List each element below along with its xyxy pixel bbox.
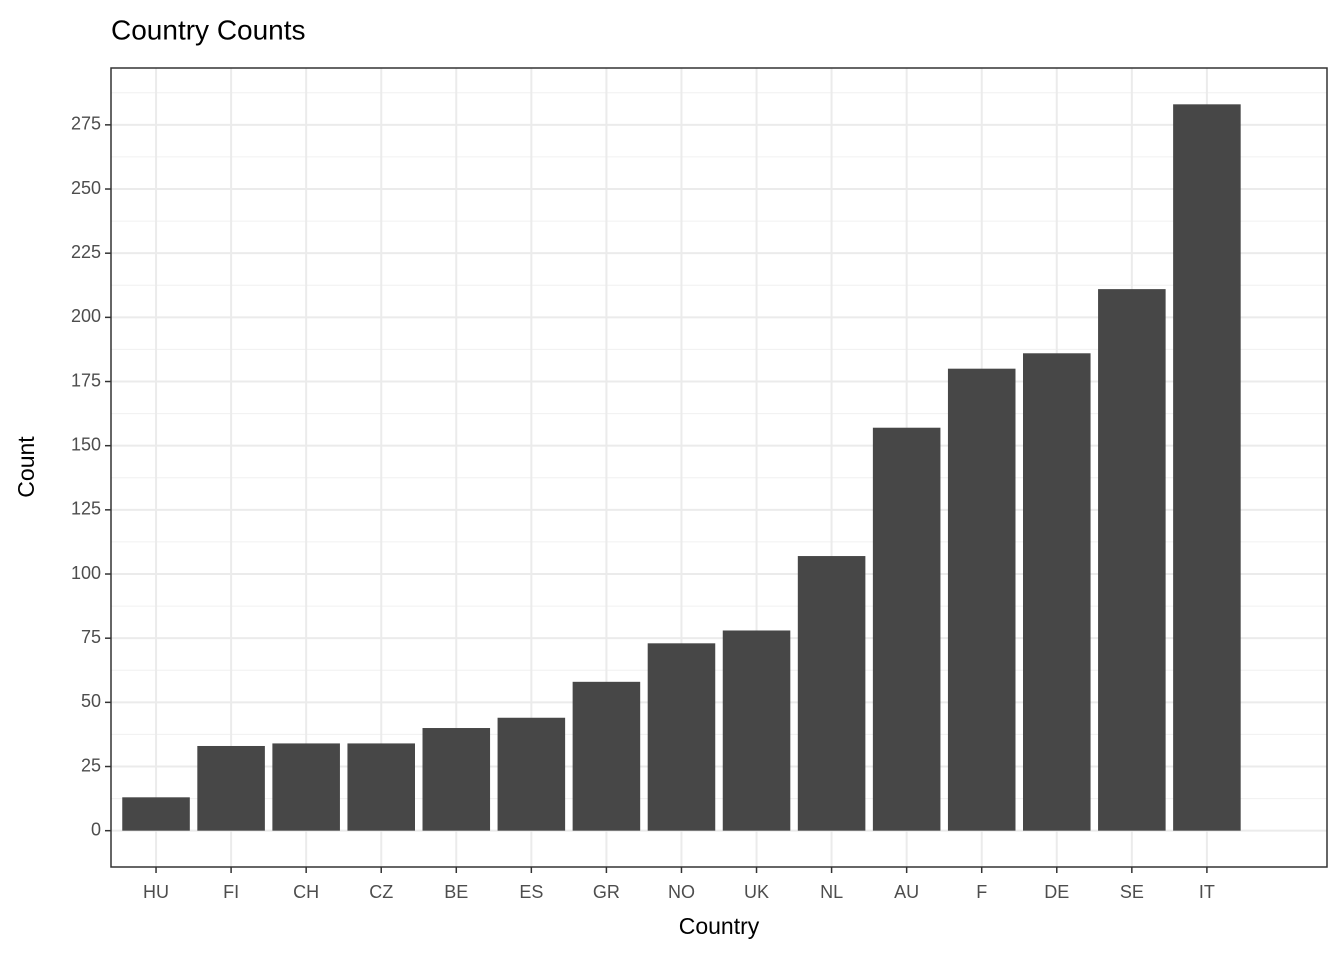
x-tick-label: FI	[223, 882, 239, 902]
y-tick-label: 100	[71, 563, 101, 583]
bar	[947, 368, 1016, 831]
y-tick-label: 0	[91, 819, 101, 839]
chart-title: Country Counts	[111, 14, 306, 45]
x-tick-label: SE	[1120, 882, 1144, 902]
x-axis-title: Country	[679, 913, 760, 939]
x-tick-label: NO	[668, 882, 695, 902]
y-tick-label: 25	[81, 755, 101, 775]
bar	[272, 743, 340, 831]
bar	[197, 745, 265, 831]
x-tick-label: IT	[1199, 882, 1215, 902]
y-tick-label: 125	[71, 499, 101, 519]
y-tick-label: 250	[71, 178, 101, 198]
y-axis-title: Count	[13, 436, 39, 498]
bar	[1173, 104, 1241, 831]
bar	[722, 630, 791, 831]
x-tick-label: F	[976, 882, 987, 902]
y-tick-label: 150	[71, 434, 101, 454]
bar	[1098, 289, 1166, 831]
x-tick-label: ES	[519, 882, 543, 902]
panel-border	[110, 67, 1328, 868]
bar	[122, 797, 190, 831]
y-tick-label: 50	[81, 691, 101, 711]
y-tick-label: 175	[71, 370, 101, 390]
x-tick-label: BE	[444, 882, 468, 902]
bar	[872, 427, 941, 831]
x-tick-label: NL	[820, 882, 843, 902]
y-tick-label: 225	[71, 242, 101, 262]
x-tick-label: CH	[293, 882, 319, 902]
bar	[1023, 353, 1091, 831]
bar	[797, 556, 866, 831]
bar	[422, 728, 491, 831]
bar	[497, 717, 566, 831]
x-tick-label: GR	[593, 882, 620, 902]
bar	[347, 743, 415, 831]
y-tick-label: 200	[71, 306, 101, 326]
x-tick-label: UK	[744, 882, 769, 902]
x-tick-label: HU	[143, 882, 169, 902]
y-tick-label: 75	[81, 627, 101, 647]
bar	[572, 681, 641, 831]
bar	[647, 643, 716, 831]
x-tick-label: AU	[894, 882, 919, 902]
y-tick-label: 275	[71, 114, 101, 134]
x-tick-label: CZ	[369, 882, 393, 902]
x-tick-label: DE	[1044, 882, 1069, 902]
